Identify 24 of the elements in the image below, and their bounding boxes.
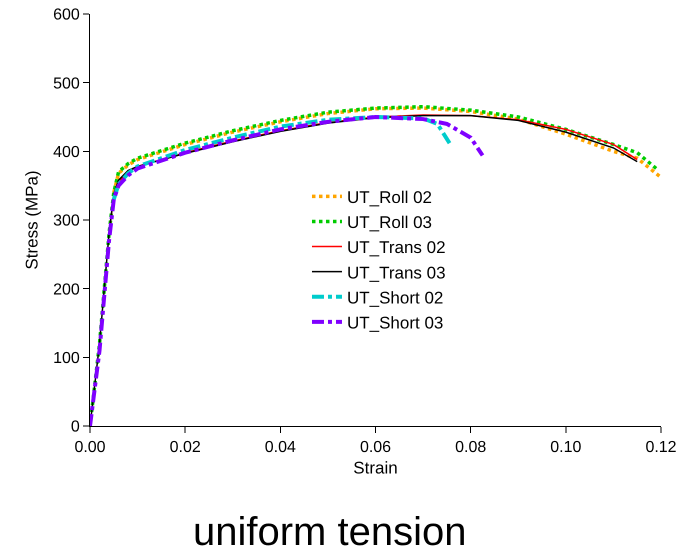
y-tick-label: 400 — [53, 144, 80, 161]
legend-label: UT_Trans 02 — [346, 238, 446, 258]
legend-label: UT_Trans 03 — [346, 263, 446, 282]
legend-label: UT_Short 03 — [346, 313, 444, 332]
legend-label: UT_Roll 02 — [346, 188, 432, 207]
y-tick-label: 0 — [70, 418, 80, 436]
x-tick-label: 0.02 — [170, 439, 201, 456]
y-axis-title: Stress (MPa) — [22, 170, 42, 270]
y-tick-label: 500 — [53, 75, 80, 92]
y-tick-label: 600 — [53, 6, 80, 24]
x-tick-label: 0.10 — [550, 439, 582, 456]
x-axis-title: Strain — [353, 458, 398, 478]
x-tick-label: 0.12 — [645, 439, 677, 456]
text: uniform tension — [193, 510, 466, 548]
x-tick-label: 0.08 — [455, 439, 486, 456]
line-series — [90, 115, 485, 426]
y-tick-label: 200 — [53, 281, 80, 298]
x-tick-label: 0.04 — [264, 439, 296, 456]
y-tick-label: 100 — [53, 350, 80, 367]
legend-label: UT_Roll 03 — [346, 213, 432, 232]
x-tick-label: 0.00 — [74, 439, 106, 456]
x-tick-label: 0.06 — [360, 439, 392, 456]
y-tick-label: 300 — [53, 212, 80, 230]
legend-label: UT_Short 02 — [346, 288, 444, 308]
